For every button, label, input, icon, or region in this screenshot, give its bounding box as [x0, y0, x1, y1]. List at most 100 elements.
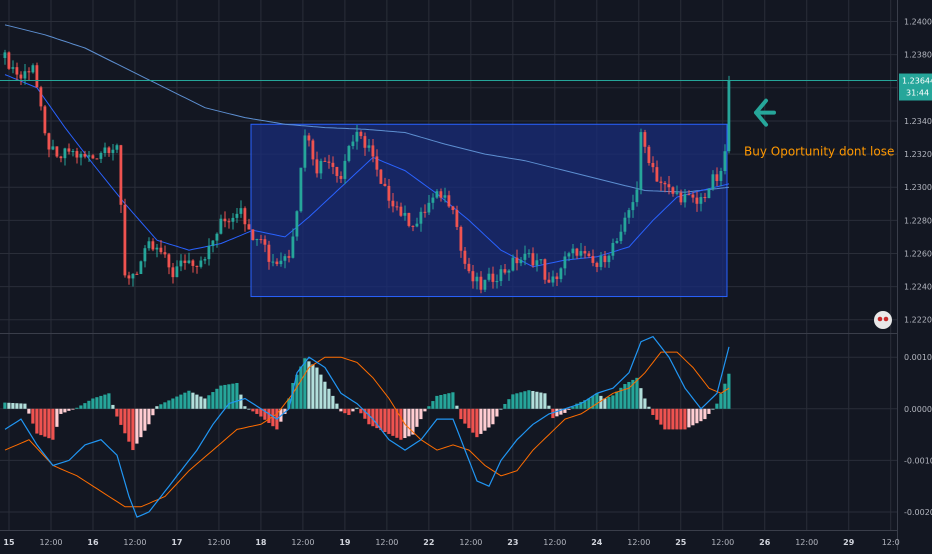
- histogram-bar: [291, 383, 295, 409]
- candle: [395, 201, 399, 211]
- histogram-bar: [271, 408, 275, 427]
- candle-body: [27, 71, 31, 73]
- x-tick-label: 18: [255, 538, 267, 547]
- candle-body: [631, 202, 635, 211]
- candle: [127, 271, 131, 285]
- candle-body: [131, 273, 135, 279]
- candle-body: [23, 71, 27, 79]
- histogram-bar: [327, 388, 331, 409]
- candle-body: [467, 263, 471, 272]
- candle: [671, 186, 675, 197]
- histogram-bar: [171, 398, 175, 409]
- candle: [163, 245, 167, 258]
- histogram-bar: [79, 405, 83, 409]
- candle: [611, 238, 615, 260]
- candle: [207, 238, 211, 266]
- candle-body: [643, 132, 647, 147]
- candle-body: [699, 197, 703, 204]
- candle-body: [687, 194, 691, 196]
- candle-body: [427, 202, 431, 213]
- candle-body: [695, 197, 699, 204]
- candle-body: [707, 188, 711, 199]
- histogram-bar: [287, 398, 291, 409]
- candle-body: [327, 161, 331, 163]
- candle: [491, 266, 495, 289]
- candle-body: [407, 212, 411, 226]
- candle: [55, 146, 59, 158]
- candle-body: [339, 176, 343, 179]
- histogram-bar: [515, 393, 519, 409]
- histogram-bar: [331, 395, 335, 409]
- x-tick-label: 17: [171, 538, 182, 547]
- histogram-bar: [143, 408, 147, 431]
- histogram-bar: [395, 408, 399, 438]
- arrow-left-icon: [754, 98, 776, 127]
- histogram-bar: [183, 392, 187, 409]
- candle-body: [579, 251, 583, 256]
- candle-body: [139, 261, 143, 275]
- y-tick-label: 1.24000: [904, 18, 932, 27]
- histogram-bar: [643, 398, 647, 409]
- candle-body: [223, 218, 227, 222]
- candle-body: [183, 260, 187, 263]
- candle-body: [127, 275, 131, 279]
- candle: [183, 254, 187, 270]
- candle-body: [99, 153, 103, 159]
- candle-body: [235, 213, 239, 218]
- candle: [599, 251, 603, 271]
- histogram-bar: [3, 402, 7, 409]
- histogram-bar: [227, 384, 231, 409]
- histogram-bar: [423, 408, 427, 412]
- histogram-bar: [499, 408, 503, 410]
- histogram-bar: [23, 403, 27, 409]
- candle-body: [679, 192, 683, 203]
- candle: [683, 189, 687, 208]
- candle: [115, 143, 119, 154]
- candle-body: [155, 247, 159, 250]
- candle-body: [479, 276, 483, 290]
- candle: [487, 267, 491, 282]
- histogram-bar: [435, 395, 439, 409]
- histogram-bar: [431, 401, 435, 409]
- candle: [419, 207, 423, 232]
- histogram-bar: [691, 408, 695, 426]
- candle-body: [647, 146, 651, 163]
- x-tick-label: 12:00: [207, 538, 230, 547]
- candle: [675, 185, 679, 196]
- candle-body: [379, 169, 383, 184]
- candle: [435, 189, 439, 199]
- candle: [187, 252, 191, 265]
- candle: [387, 179, 391, 209]
- candle-body: [667, 184, 671, 188]
- histogram-bar: [687, 408, 691, 428]
- candle: [431, 193, 435, 210]
- candle-body: [83, 153, 87, 157]
- candle: [503, 263, 507, 275]
- candle-body: [331, 162, 335, 167]
- candle: [103, 142, 107, 157]
- x-tick-label: 12:00: [123, 538, 146, 547]
- candle-body: [187, 260, 191, 263]
- histogram-bar: [463, 408, 467, 424]
- histogram-bar: [283, 408, 287, 414]
- candle: [547, 272, 551, 284]
- candle: [695, 191, 699, 212]
- candle-body: [415, 223, 419, 227]
- candle: [319, 158, 323, 179]
- candle-body: [227, 221, 231, 223]
- candle: [511, 254, 515, 272]
- histogram-bar: [55, 408, 59, 427]
- candle-body: [583, 251, 587, 254]
- x-tick-label: 12:00: [711, 538, 734, 547]
- annotation-text: Buy Oportunity dont lose it!: [744, 145, 911, 159]
- candle-body: [263, 239, 267, 245]
- candle-body: [91, 155, 95, 159]
- candle-body: [523, 253, 527, 260]
- candle: [91, 153, 95, 159]
- candle-body: [515, 257, 519, 264]
- candle: [659, 176, 663, 192]
- histogram-bar: [439, 394, 443, 409]
- candle-body: [203, 259, 207, 261]
